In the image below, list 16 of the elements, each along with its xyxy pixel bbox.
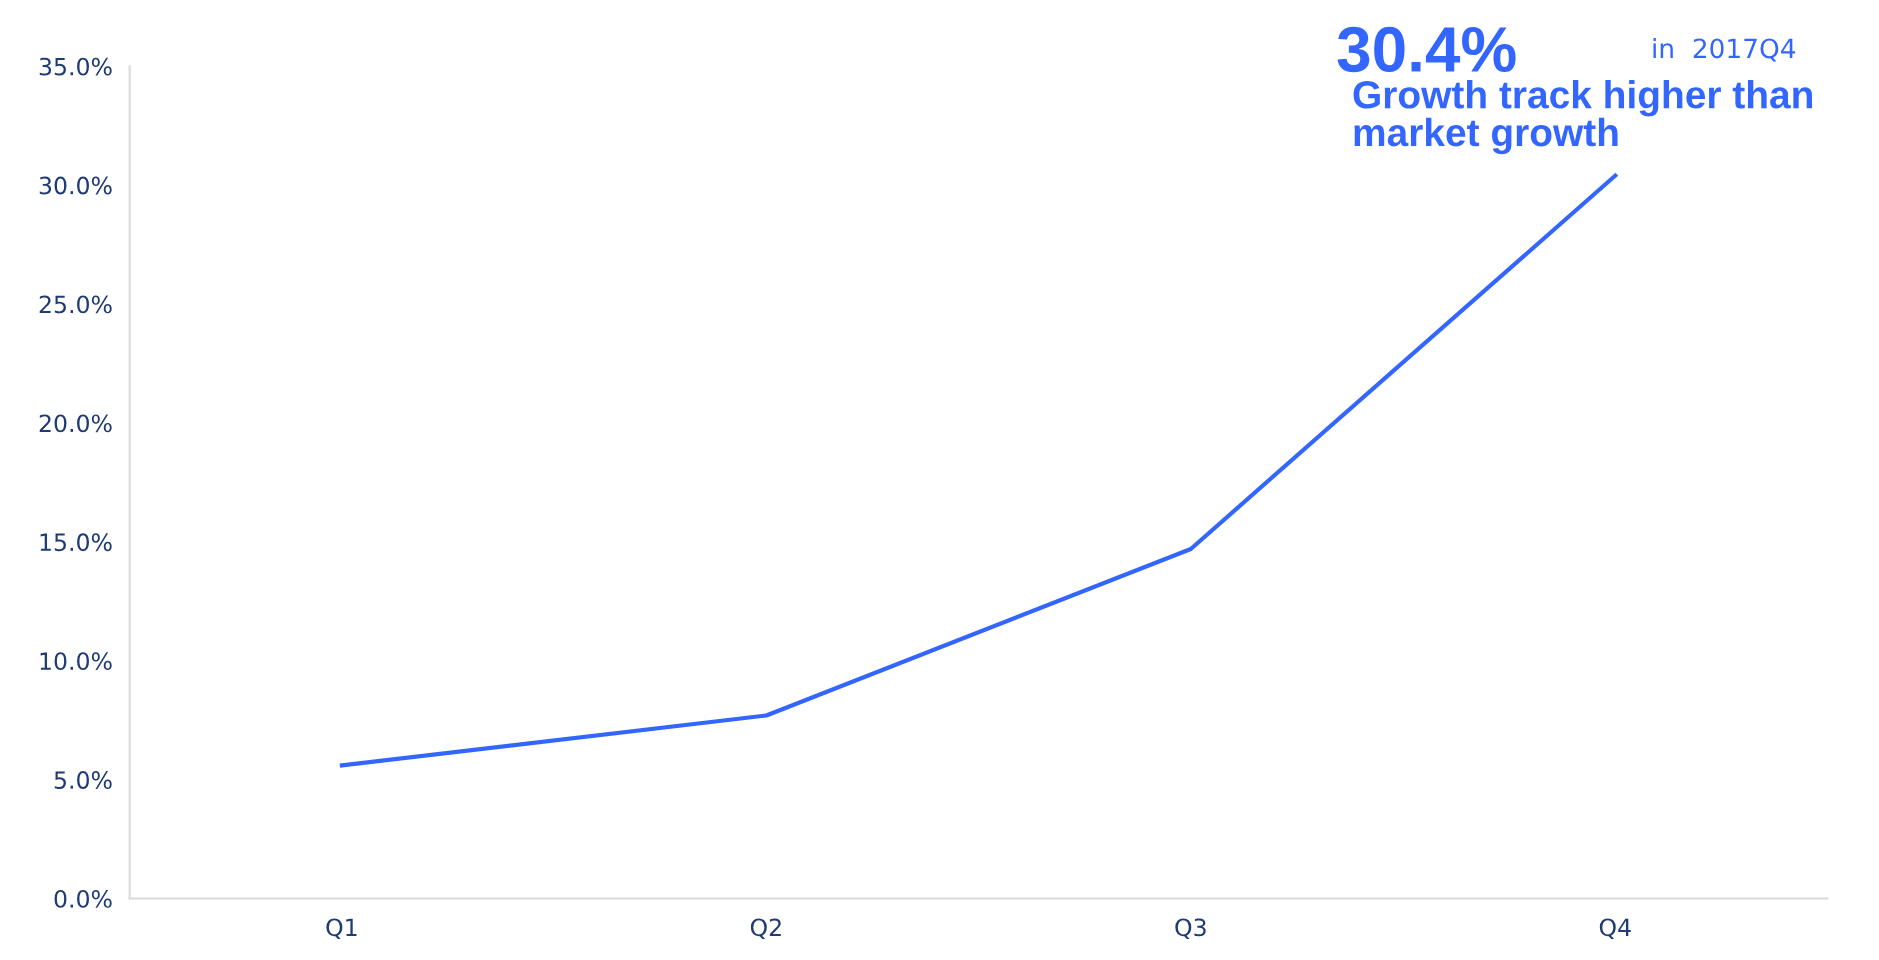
x-tick-label: Q4	[1599, 918, 1631, 939]
y-tick-label: 30.0%	[39, 176, 112, 195]
y-tick-label: 20.0%	[39, 414, 112, 433]
y-tick-label: 35.0%	[39, 57, 112, 76]
y-tick-label: 15.0%	[40, 533, 112, 552]
y-tick-label: 5.0%	[54, 771, 112, 789]
y-tick-label: 10.0%	[40, 652, 112, 671]
y-tick-label: 0.0%	[54, 890, 112, 908]
text: in 2017Q4	[1653, 37, 1796, 62]
annotation: 30.4%	[1337, 26, 1516, 73]
x-tick-label: Q1	[326, 918, 357, 939]
annotation: Growth track higher than market growth	[1353, 80, 1812, 155]
line-series	[339, 173, 1618, 768]
x-tick-label: Q3	[1175, 918, 1206, 939]
x-tick-label: Q2	[750, 918, 781, 939]
y-tick-label: 25.0%	[39, 295, 112, 314]
